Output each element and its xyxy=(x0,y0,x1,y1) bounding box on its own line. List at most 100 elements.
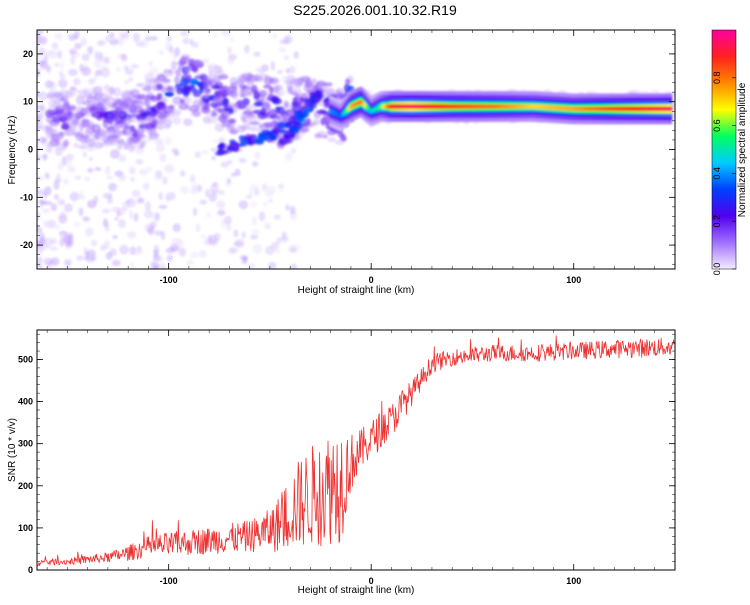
heatmap-ridge-cell xyxy=(170,67,178,74)
heatmap-ridge-cell xyxy=(87,93,93,100)
heatmap-band-cell xyxy=(582,106,585,112)
heatmap-ridge-cell xyxy=(49,119,60,127)
heatmap-band-cell xyxy=(522,104,525,109)
heatmap-noise-cell xyxy=(42,220,49,228)
heatmap-band-cell xyxy=(366,106,370,111)
heatmap-noise-cell xyxy=(50,257,60,266)
heatmap-branch-cell xyxy=(285,121,294,126)
heatmap-band-cell xyxy=(363,102,367,108)
heatmap-ridge-cell xyxy=(158,111,166,117)
heatmap-noise-cell xyxy=(124,68,134,75)
heatmap-branch-cell xyxy=(217,148,224,154)
heatmap-band-cell xyxy=(659,106,663,112)
heatmap-noise-cell xyxy=(285,67,291,74)
heatmap-band-cell xyxy=(331,109,334,115)
heatmap-band-cell xyxy=(599,106,603,112)
heatmap-noise-cell xyxy=(200,234,206,239)
heatmap-ridge-cell xyxy=(83,120,94,126)
heatmap-noise-cell xyxy=(173,151,180,156)
heatmap-noise-cell xyxy=(254,151,261,160)
x-tick-label: -100 xyxy=(160,275,178,285)
heatmap-noise-cell xyxy=(94,51,100,60)
heatmap-noise-cell xyxy=(128,209,134,220)
heatmap-band-cell xyxy=(637,106,640,112)
heatmap-noise-cell xyxy=(76,255,84,262)
heatmap-noise-cell xyxy=(55,173,62,181)
heatmap-band-cell xyxy=(418,104,422,109)
heatmap-noise-cell xyxy=(86,249,96,257)
heatmap-noise-cell xyxy=(111,206,121,213)
heatmap-band-cell xyxy=(614,106,618,112)
heatmap-band-cell xyxy=(632,106,635,112)
heatmap-noise-cell xyxy=(196,184,203,193)
heatmap-noise-cell xyxy=(225,181,233,187)
heatmap-noise-cell xyxy=(190,41,199,48)
heatmap-ridge-cell xyxy=(86,104,97,112)
heatmap-band-cell xyxy=(548,105,551,110)
heatmap-ridge-cell xyxy=(143,110,151,117)
heatmap-band-cell xyxy=(353,102,357,107)
heatmap-band-cell xyxy=(421,104,425,109)
heatmap-band-cell xyxy=(572,106,576,112)
heatmap-band-cell xyxy=(426,104,430,109)
heatmap-noise-cell xyxy=(62,178,69,185)
heatmap-noise-cell xyxy=(37,210,41,221)
heatmap-band-cell xyxy=(616,106,619,112)
heatmap-ridge-cell xyxy=(300,75,311,83)
heatmap-ridge-cell xyxy=(327,137,336,143)
heatmap-noise-cell xyxy=(293,50,299,59)
heatmap-band-cell xyxy=(334,111,337,116)
heatmap-noise-cell xyxy=(203,238,212,246)
heatmap-ridge-cell xyxy=(114,117,121,125)
heatmap-noise-cell xyxy=(54,224,61,231)
heatmap-band-cell xyxy=(491,104,495,109)
heatmap-noise-cell xyxy=(67,165,76,173)
heatmap-band-cell xyxy=(663,106,666,112)
heatmap-band-cell xyxy=(454,104,457,109)
heatmap-ridge-cell xyxy=(103,84,111,92)
heatmap-ridge-cell xyxy=(136,116,145,125)
heatmap-noise-cell xyxy=(252,161,259,167)
heatmap-ridge-cell xyxy=(265,124,271,130)
heatmap-band-cell xyxy=(638,106,642,112)
heatmap-noise-cell xyxy=(164,136,172,146)
heatmap-band-cell xyxy=(342,111,345,116)
heatmap-noise-cell xyxy=(202,58,210,64)
heatmap-ridge-cell xyxy=(63,139,70,147)
heatmap-band-cell xyxy=(544,105,548,110)
heatmap-band-cell xyxy=(428,104,431,109)
heatmap-noise-cell xyxy=(271,32,278,39)
heatmap-noise-cell xyxy=(186,260,194,266)
heatmap-band-cell xyxy=(379,104,383,109)
heatmap-noise-cell xyxy=(88,156,94,162)
heatmap-band-cell xyxy=(585,106,588,112)
heatmap-noise-cell xyxy=(165,195,171,203)
heatmap-noise-cell xyxy=(44,172,50,180)
heatmap-band-cell xyxy=(471,104,475,109)
heatmap-band-cell xyxy=(429,104,433,109)
heatmap-noise-cell xyxy=(132,32,140,42)
heatmap-noise-cell xyxy=(178,247,187,257)
heatmap-ridge-cell xyxy=(267,109,278,117)
y-tick-label: 300 xyxy=(18,439,33,449)
heatmap-ridge-cell xyxy=(277,114,288,122)
heatmap-ridge-cell xyxy=(156,124,164,130)
heatmap-branch-cell xyxy=(303,99,312,106)
colorbar-label: Normalized spectral amplitude xyxy=(737,82,748,217)
heatmap-ridge-cell xyxy=(202,79,213,88)
heatmap-noise-cell xyxy=(130,176,135,182)
heatmap-branch-cell xyxy=(295,114,304,120)
heatmap-ridge-cell xyxy=(201,92,211,99)
heatmap-noise-cell xyxy=(159,49,164,56)
heatmap-band-cell xyxy=(546,105,550,110)
heatmap-band-cell xyxy=(588,106,592,112)
heatmap-noise-cell xyxy=(211,155,216,161)
heatmap-ridge-cell xyxy=(156,75,167,81)
heatmap-noise-cell xyxy=(144,209,154,219)
heatmap-ridge-cell xyxy=(236,103,244,110)
heatmap-noise-cell xyxy=(74,42,82,50)
heatmap-ridge-cell xyxy=(207,115,219,124)
heatmap-noise-cell xyxy=(238,200,249,210)
snr-plot-area xyxy=(37,330,675,570)
